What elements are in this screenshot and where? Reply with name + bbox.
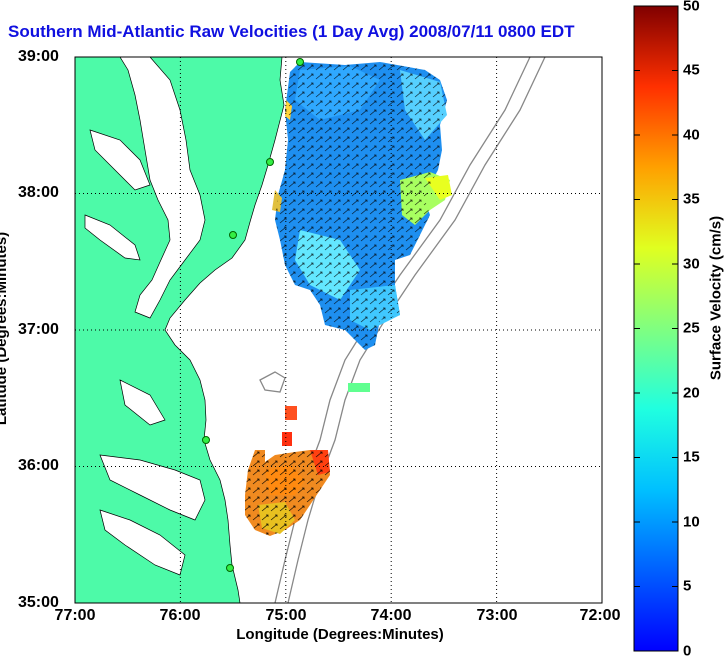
radar-site-marker: [267, 159, 274, 166]
radar-site-marker: [227, 565, 234, 572]
x-tick-label: 77:00: [55, 607, 96, 625]
radar-site-marker: [203, 437, 210, 444]
x-tick-label: 73:00: [477, 607, 518, 625]
y-tick-label: 36:00: [18, 457, 59, 475]
x-tick-label: 76:00: [160, 607, 201, 625]
colorbar: [634, 6, 678, 651]
y-tick-label: 37:00: [18, 321, 59, 339]
colorbar-tick-label: 10: [683, 514, 700, 531]
y-tick-label: 38:00: [18, 184, 59, 202]
colorbar-tick-label: 0: [683, 643, 691, 660]
colorbar-tick-label: 20: [683, 385, 700, 402]
colorbar-tick-label: 15: [683, 449, 700, 466]
colorbar-tick-label: 40: [683, 127, 700, 144]
colorbar-tick-label: 25: [683, 320, 700, 337]
colorbar-tick-label: 35: [683, 191, 700, 208]
colorbar-tick-label: 45: [683, 62, 700, 79]
y-tick-label: 35:00: [18, 594, 59, 612]
y-tick-label: 39:00: [18, 48, 59, 66]
x-tick-label: 72:00: [580, 607, 621, 625]
colorbar-tick-label: 30: [683, 256, 700, 273]
colorbar-tick-label: 50: [683, 0, 700, 15]
radar-site-marker: [297, 59, 304, 66]
x-tick-label: 74:00: [371, 607, 412, 625]
radar-site-marker: [230, 232, 237, 239]
colorbar-tick-label: 5: [683, 578, 691, 595]
colorbar-label: Surface Velocity (cm/s): [708, 216, 724, 380]
y-axis-label: Latitude (Degrees:Minutes): [0, 232, 10, 425]
x-tick-label: 75:00: [266, 607, 307, 625]
x-axis-label: Longitude (Degrees:Minutes): [236, 626, 444, 643]
